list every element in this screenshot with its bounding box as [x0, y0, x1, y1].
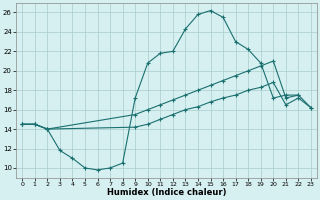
X-axis label: Humidex (Indice chaleur): Humidex (Indice chaleur) — [107, 188, 226, 197]
